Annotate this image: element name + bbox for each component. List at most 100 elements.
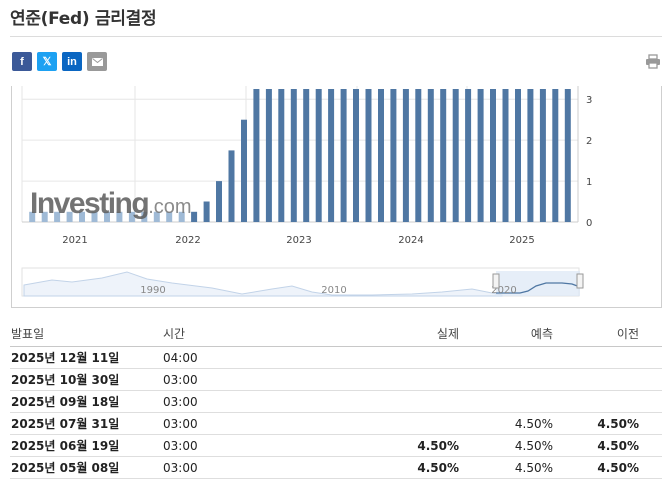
chart-bar bbox=[91, 211, 98, 222]
row-forecast: 4.50% bbox=[514, 460, 553, 475]
table-row: 2025년 09월 18일 03:00 bbox=[10, 391, 662, 413]
row-forecast: 4.50% bbox=[514, 438, 553, 453]
navigator-year-label: 1990 bbox=[140, 285, 165, 296]
chart-bar bbox=[228, 150, 235, 222]
chart-bar bbox=[328, 89, 335, 222]
chart-bar bbox=[178, 211, 185, 222]
chart-bar bbox=[141, 211, 148, 222]
chart-bar bbox=[452, 89, 459, 222]
facebook-share-button[interactable]: f bbox=[12, 52, 32, 71]
chart-bar bbox=[265, 89, 272, 222]
twitter-share-button[interactable]: 𝕏 bbox=[37, 52, 57, 71]
chart-bar bbox=[490, 89, 496, 222]
row-date: 2025년 10월 30일 bbox=[11, 373, 120, 387]
header-actual[interactable]: 실제 bbox=[436, 326, 459, 341]
navigator-year-label: 2010 bbox=[321, 285, 346, 296]
y-tick-label: 1 bbox=[586, 177, 592, 188]
header-time[interactable]: 시간 bbox=[163, 326, 186, 341]
chart-bar bbox=[166, 211, 173, 222]
chart-bar bbox=[241, 119, 247, 222]
row-previous: 4.50% bbox=[597, 460, 639, 475]
share-bar: f 𝕏 in bbox=[12, 52, 107, 71]
printer-icon[interactable] bbox=[645, 54, 661, 69]
row-forecast: 4.50% bbox=[514, 416, 553, 431]
chart-bar bbox=[527, 89, 534, 222]
header-previous[interactable]: 이전 bbox=[616, 326, 639, 341]
header-date[interactable]: 발표일 bbox=[11, 326, 45, 341]
chart-bar bbox=[104, 211, 110, 222]
row-time: 03:00 bbox=[163, 460, 198, 475]
chart-bar bbox=[465, 89, 472, 222]
y-tick-label: 0 bbox=[586, 218, 592, 229]
table-row: 2025년 12월 11일 04:00 bbox=[10, 347, 662, 369]
y-tick-label: 2 bbox=[586, 136, 592, 147]
chart-bar bbox=[315, 89, 322, 222]
chart-bar bbox=[278, 89, 285, 222]
page-title: 연준(Fed) 금리결정 bbox=[10, 9, 157, 29]
row-date: 2025년 05월 08일 bbox=[11, 461, 120, 475]
chart-bar bbox=[390, 89, 397, 222]
chart-bar bbox=[402, 89, 409, 222]
navigator-handle[interactable] bbox=[492, 273, 500, 289]
chart-bar bbox=[153, 211, 160, 222]
row-time: 03:00 bbox=[163, 438, 198, 453]
chart-bar bbox=[79, 211, 85, 222]
history-table: 발표일 시간 실제 예측 이전 2025년 12월 11일 04:00 2025… bbox=[10, 320, 662, 479]
chart-bar bbox=[203, 201, 210, 222]
x-tick-label: 2021 bbox=[62, 235, 87, 246]
chart-bar bbox=[216, 181, 222, 222]
row-actual: 4.50% bbox=[417, 460, 459, 475]
row-time: 03:00 bbox=[163, 416, 198, 431]
chart-container: Investing.com 0 1 2 3 2021 2022 2023 2024 2025 199… bbox=[11, 86, 662, 308]
chart-bar bbox=[290, 89, 297, 222]
navigator-handle[interactable] bbox=[576, 273, 584, 289]
chart-bar bbox=[29, 211, 36, 222]
row-previous: 4.50% bbox=[597, 438, 639, 453]
chart-bar bbox=[253, 89, 260, 222]
chart-bar bbox=[340, 89, 347, 222]
linkedin-share-button[interactable]: in bbox=[62, 52, 82, 71]
chart-bar bbox=[502, 89, 509, 222]
navigator-year-label: 2020 bbox=[491, 285, 516, 296]
table-row: 2025년 07월 31일 03:00 4.50% 4.50% bbox=[10, 413, 662, 435]
y-tick-label: 3 bbox=[586, 95, 592, 106]
row-time: 03:00 bbox=[163, 372, 198, 387]
chart-bar bbox=[539, 89, 546, 222]
chart-bar bbox=[378, 89, 384, 222]
chart-bar bbox=[303, 89, 310, 222]
row-date: 2025년 06월 19일 bbox=[11, 439, 120, 453]
chart-bar bbox=[427, 89, 434, 222]
chart-bar bbox=[515, 89, 521, 222]
chart-bar bbox=[353, 89, 359, 222]
chart-bar bbox=[128, 211, 135, 222]
chart-watermark: Investing.com bbox=[30, 187, 192, 220]
chart-bar bbox=[191, 211, 198, 222]
title-divider bbox=[10, 36, 662, 37]
chart-bar bbox=[66, 211, 73, 222]
chart-bar bbox=[552, 89, 559, 222]
chart-bar bbox=[116, 211, 123, 222]
chart-bar bbox=[54, 211, 61, 222]
table-row: 2025년 05월 08일 03:00 4.50% 4.50% 4.50% bbox=[10, 457, 662, 479]
x-tick-label: 2022 bbox=[175, 235, 200, 246]
table-row: 2025년 10월 30일 03:00 bbox=[10, 369, 662, 391]
chart-bar bbox=[564, 89, 571, 222]
x-tick-label: 2025 bbox=[509, 235, 534, 246]
table-row: 2025년 06월 19일 03:00 4.50% 4.50% 4.50% bbox=[10, 435, 662, 457]
row-date: 2025년 09월 18일 bbox=[11, 395, 120, 409]
row-previous: 4.50% bbox=[597, 416, 639, 431]
chart-bar bbox=[440, 89, 447, 222]
row-actual: 4.50% bbox=[417, 438, 459, 453]
chart-bar bbox=[415, 89, 422, 222]
x-tick-label: 2023 bbox=[286, 235, 311, 246]
rate-decision-chart: Investing.com 0 1 2 3 2021 2022 2023 2024 2025 199… bbox=[21, 86, 592, 297]
row-date: 2025년 07월 31일 bbox=[11, 417, 120, 431]
row-time: 04:00 bbox=[163, 350, 198, 365]
x-tick-label: 2024 bbox=[398, 235, 423, 246]
email-share-button[interactable] bbox=[87, 52, 107, 71]
header-forecast[interactable]: 예측 bbox=[530, 326, 553, 341]
table-header: 발표일 시간 실제 예측 이전 bbox=[10, 320, 662, 347]
chart-bar bbox=[41, 211, 48, 222]
row-date: 2025년 12월 11일 bbox=[11, 351, 120, 365]
chart-bar bbox=[365, 89, 372, 222]
